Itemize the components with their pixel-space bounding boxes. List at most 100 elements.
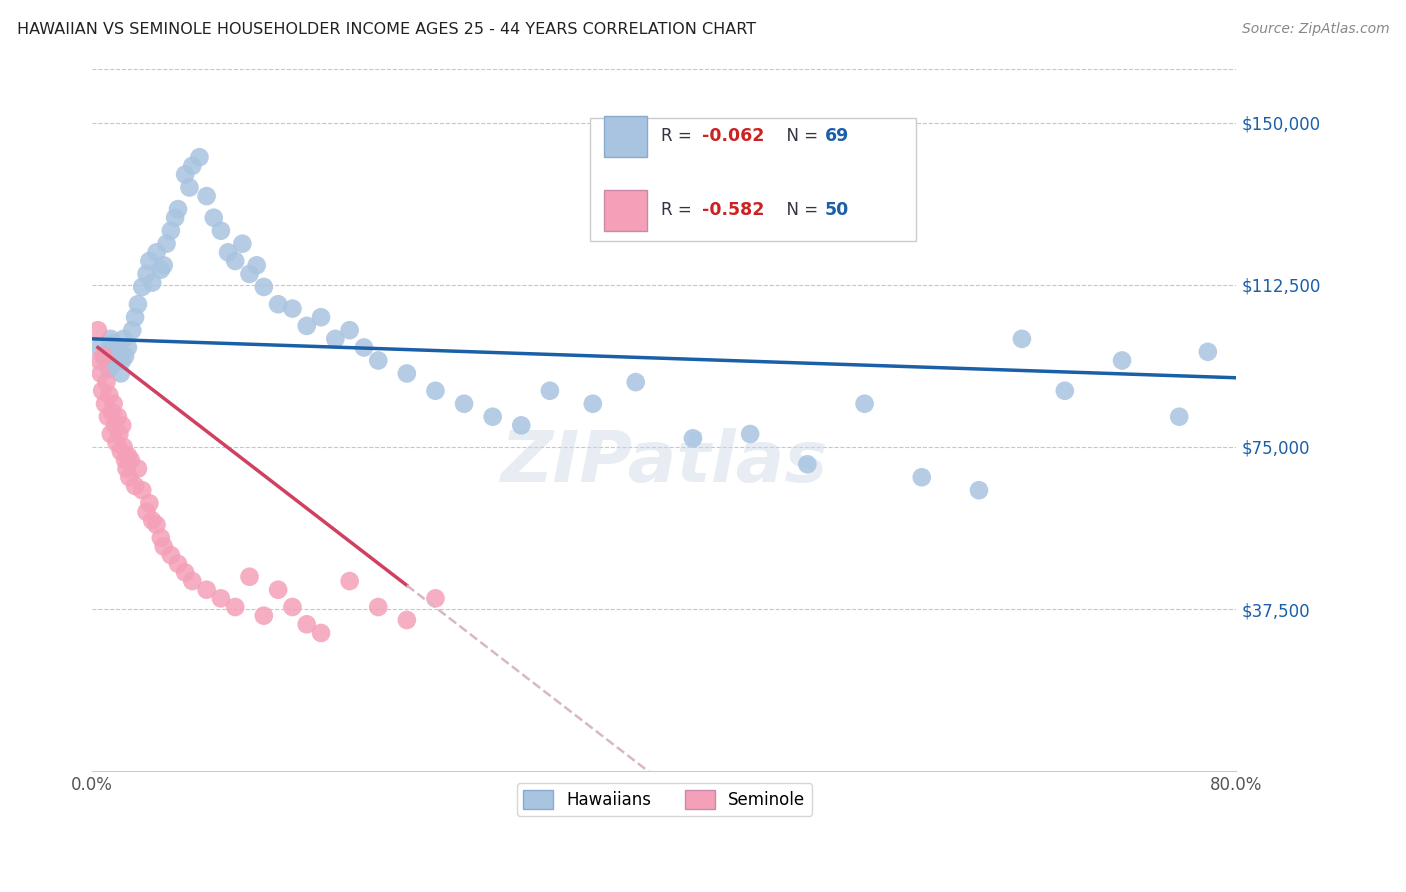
- Point: [181, 159, 204, 173]
- Point: [1197, 344, 1219, 359]
- Point: [224, 254, 246, 268]
- Point: [117, 341, 139, 355]
- Point: [538, 384, 561, 398]
- Point: [395, 613, 418, 627]
- Point: [209, 591, 232, 606]
- Point: [1053, 384, 1076, 398]
- Point: [174, 566, 197, 580]
- Point: [167, 557, 190, 571]
- Point: [425, 591, 447, 606]
- Point: [238, 267, 260, 281]
- Point: [93, 349, 115, 363]
- Point: [149, 531, 172, 545]
- Point: [115, 461, 138, 475]
- Point: [165, 211, 187, 225]
- Point: [339, 574, 361, 588]
- Point: [101, 405, 124, 419]
- Point: [108, 427, 131, 442]
- Text: 69: 69: [824, 127, 849, 145]
- Point: [217, 245, 239, 260]
- FancyBboxPatch shape: [591, 118, 917, 241]
- Point: [120, 453, 142, 467]
- Point: [1111, 353, 1133, 368]
- Point: [111, 353, 134, 368]
- Text: -0.582: -0.582: [702, 201, 765, 219]
- Text: -0.062: -0.062: [702, 127, 765, 145]
- Legend: Hawaiians, Seminole: Hawaiians, Seminole: [516, 783, 813, 816]
- Point: [127, 461, 149, 475]
- Point: [853, 397, 876, 411]
- Point: [90, 367, 112, 381]
- Text: R =: R =: [661, 127, 697, 145]
- Point: [93, 349, 115, 363]
- Point: [104, 418, 127, 433]
- Point: [91, 384, 114, 398]
- Text: N =: N =: [776, 127, 824, 145]
- Point: [911, 470, 934, 484]
- Point: [100, 332, 122, 346]
- Point: [117, 449, 139, 463]
- Point: [295, 617, 318, 632]
- Point: [195, 189, 218, 203]
- Text: HAWAIIAN VS SEMINOLE HOUSEHOLDER INCOME AGES 25 - 44 YEARS CORRELATION CHART: HAWAIIAN VS SEMINOLE HOUSEHOLDER INCOME …: [17, 22, 756, 37]
- Point: [682, 431, 704, 445]
- Point: [110, 367, 132, 381]
- Point: [124, 479, 146, 493]
- Point: [1168, 409, 1191, 424]
- Point: [112, 332, 135, 346]
- Point: [112, 440, 135, 454]
- Point: [127, 297, 149, 311]
- Point: [367, 353, 389, 368]
- Point: [267, 582, 290, 597]
- Point: [131, 483, 153, 498]
- Point: [107, 341, 129, 355]
- Point: [105, 344, 128, 359]
- Point: [395, 367, 418, 381]
- Point: [141, 514, 163, 528]
- Point: [309, 626, 332, 640]
- Point: [89, 353, 111, 368]
- Point: [138, 254, 160, 268]
- Point: [121, 323, 143, 337]
- Point: [111, 418, 134, 433]
- Point: [231, 236, 253, 251]
- Point: [110, 444, 132, 458]
- Point: [124, 310, 146, 325]
- Point: [339, 323, 361, 337]
- Point: [131, 280, 153, 294]
- Point: [118, 470, 141, 484]
- Point: [195, 582, 218, 597]
- Point: [967, 483, 990, 498]
- Point: [145, 245, 167, 260]
- FancyBboxPatch shape: [603, 116, 647, 157]
- Point: [367, 600, 389, 615]
- Point: [94, 397, 117, 411]
- Point: [98, 388, 121, 402]
- Point: [267, 297, 290, 311]
- Point: [138, 496, 160, 510]
- Point: [624, 375, 647, 389]
- Point: [160, 548, 183, 562]
- Point: [281, 301, 304, 316]
- Text: N =: N =: [776, 201, 824, 219]
- Point: [481, 409, 503, 424]
- Point: [253, 608, 276, 623]
- Point: [87, 323, 110, 337]
- Point: [105, 435, 128, 450]
- Point: [103, 397, 125, 411]
- Point: [96, 344, 118, 359]
- Point: [238, 570, 260, 584]
- Point: [107, 409, 129, 424]
- Point: [103, 336, 125, 351]
- Point: [425, 384, 447, 398]
- Point: [114, 349, 136, 363]
- Point: [181, 574, 204, 588]
- Point: [281, 600, 304, 615]
- Point: [453, 397, 475, 411]
- Point: [202, 211, 225, 225]
- Point: [188, 150, 211, 164]
- Point: [145, 517, 167, 532]
- Point: [353, 341, 375, 355]
- Point: [796, 457, 818, 471]
- Point: [174, 168, 197, 182]
